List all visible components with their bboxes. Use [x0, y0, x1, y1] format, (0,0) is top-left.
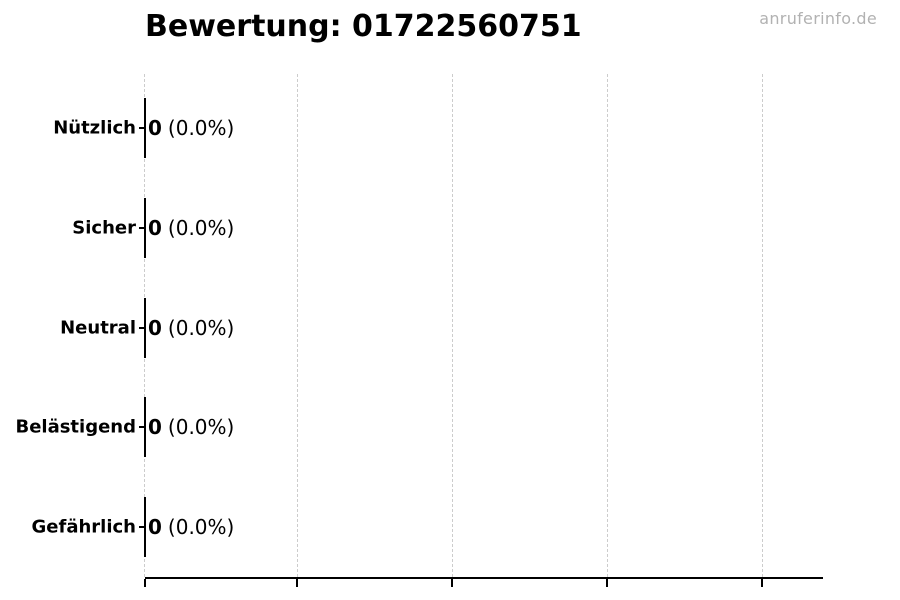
value-percent: (0.0%) [167, 415, 235, 439]
watermark: anruferinfo.de [759, 9, 877, 28]
zero-value-bar [144, 198, 146, 258]
gridline [297, 74, 298, 577]
value-label: 0 (0.0%) [148, 415, 234, 439]
chart-title: Bewertung: 01722560751 [145, 9, 582, 44]
gridline [762, 74, 763, 577]
value-percent: (0.0%) [167, 116, 235, 140]
zero-value-bar [144, 98, 146, 158]
category-label: Belästigend [15, 416, 136, 438]
x-axis-line [145, 577, 823, 579]
value-count: 0 [148, 316, 162, 340]
category-label: Sicher [72, 217, 136, 239]
category-label: Neutral [60, 317, 136, 339]
x-axis-tick [761, 579, 763, 587]
category-label: Nützlich [53, 117, 136, 139]
value-percent: (0.0%) [167, 515, 235, 539]
value-count: 0 [148, 415, 162, 439]
value-label: 0 (0.0%) [148, 216, 234, 240]
value-percent: (0.0%) [167, 216, 235, 240]
x-axis-tick [451, 579, 453, 587]
y-axis-tick [139, 327, 145, 329]
x-axis-tick [296, 579, 298, 587]
zero-value-bar [144, 497, 146, 557]
value-count: 0 [148, 515, 162, 539]
zero-value-bar [144, 397, 146, 457]
category-label: Gefährlich [31, 516, 136, 538]
gridline [607, 74, 608, 577]
value-count: 0 [148, 116, 162, 140]
value-count: 0 [148, 216, 162, 240]
zero-value-bar [144, 298, 146, 358]
y-axis-tick [139, 127, 145, 129]
value-label: 0 (0.0%) [148, 515, 234, 539]
x-axis-tick [144, 579, 146, 587]
value-label: 0 (0.0%) [148, 116, 234, 140]
gridline [452, 74, 453, 577]
value-label: 0 (0.0%) [148, 316, 234, 340]
y-axis-tick [139, 426, 145, 428]
y-axis-tick [139, 526, 145, 528]
y-axis-tick [139, 227, 145, 229]
value-percent: (0.0%) [167, 316, 235, 340]
x-axis-tick [606, 579, 608, 587]
